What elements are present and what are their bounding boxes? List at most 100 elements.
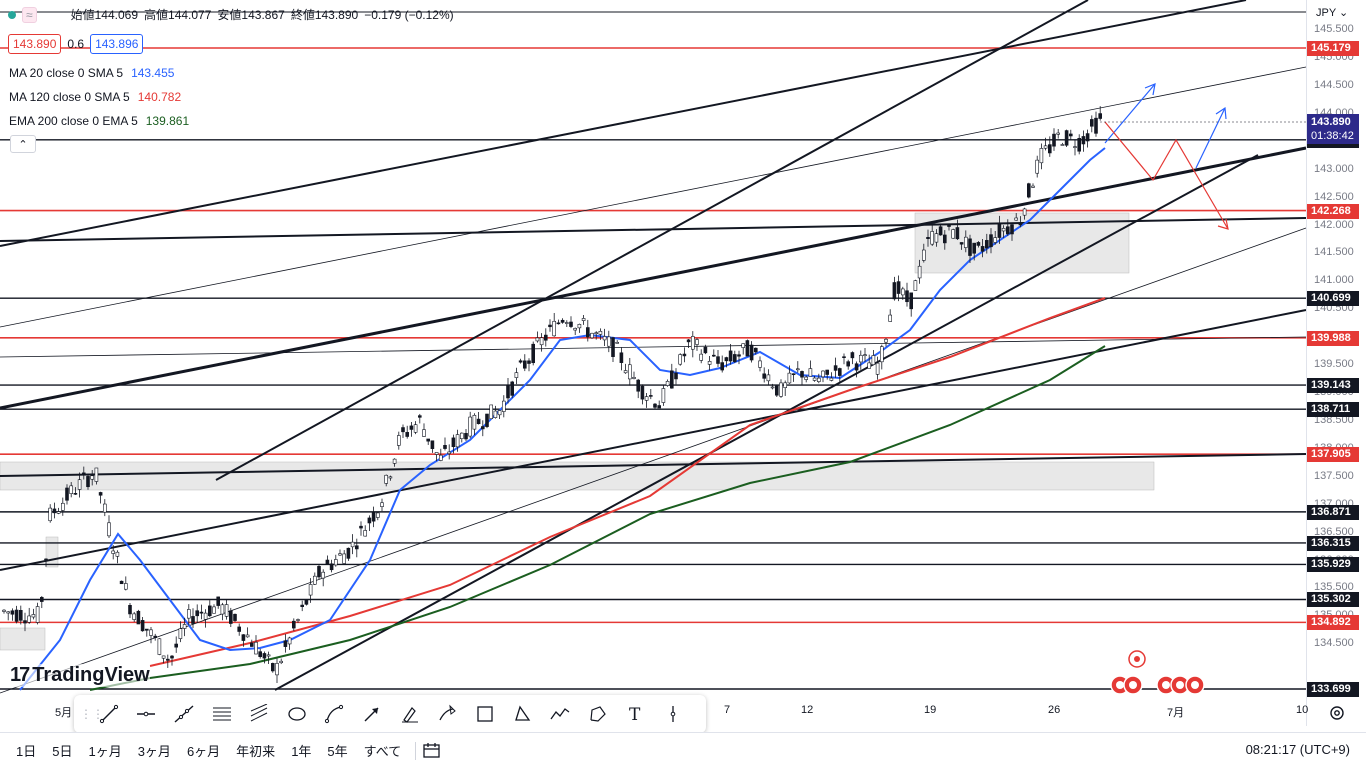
- candle-body: [1010, 224, 1014, 235]
- chevron-up-icon: ⌃: [18, 138, 28, 151]
- price-level-label: 136.871: [1307, 504, 1359, 520]
- candle-body: [879, 346, 884, 363]
- candle-body: [14, 609, 19, 622]
- candle-body: [581, 318, 586, 321]
- trend-line: [0, 336, 1307, 358]
- indicator-ma20[interactable]: MA 20 close 0 SMA 5 143.455: [9, 66, 175, 80]
- change-value: −0.179 (−0.12%): [364, 7, 454, 22]
- date-range-icon[interactable]: [422, 742, 442, 760]
- highlighter-icon[interactable]: [428, 699, 466, 729]
- candle-body: [422, 429, 426, 437]
- period-1m[interactable]: 1ヶ月: [88, 744, 122, 759]
- symbol-wave-icon[interactable]: ≈: [22, 6, 37, 23]
- candle-body: [405, 432, 410, 437]
- drag-handle-icon[interactable]: ⋮⋮: [80, 707, 104, 721]
- period-6m[interactable]: 6ヶ月: [186, 744, 221, 759]
- collapse-indicators-button[interactable]: ⌃: [10, 135, 36, 153]
- candle-body: [871, 355, 876, 365]
- candle-body: [468, 416, 473, 437]
- candle-body: [732, 354, 737, 362]
- price-level-label: 140.699: [1307, 291, 1359, 307]
- candle-body: [569, 321, 573, 327]
- zigzag-icon[interactable]: [541, 699, 579, 729]
- text-icon[interactable]: T: [616, 699, 654, 729]
- candle-body: [283, 640, 288, 647]
- price-tick: 145.500: [1314, 23, 1354, 36]
- candle-body: [963, 236, 968, 248]
- price-tick: 142.500: [1314, 190, 1354, 203]
- horizontal-ray-icon[interactable]: [128, 699, 166, 729]
- price-level-label: 133.699: [1307, 682, 1359, 697]
- candle-body: [1022, 208, 1027, 216]
- candle-body: [980, 246, 985, 252]
- period-1y[interactable]: 1年: [291, 744, 312, 759]
- price-level-label: 145.179: [1307, 41, 1359, 56]
- candle-body: [653, 403, 657, 408]
- extended-line-icon[interactable]: [165, 699, 203, 729]
- candle-body: [564, 322, 569, 324]
- candle-body: [60, 502, 65, 511]
- arrow-icon[interactable]: [353, 699, 391, 729]
- candle-body: [930, 231, 935, 245]
- candle-body: [539, 337, 544, 346]
- bottom-toolbar: 1日 5日 1ヶ月 3ヶ月 6ヶ月 年初来 1年 5年 すべて: [0, 732, 1366, 768]
- period-ytd[interactable]: 年初来: [236, 744, 276, 759]
- path-icon[interactable]: [316, 699, 354, 729]
- clock[interactable]: 08:21:17 (UTC+9): [1245, 742, 1350, 757]
- zone-box: [45, 536, 59, 568]
- candle-body: [905, 290, 909, 303]
- period-5y[interactable]: 5年: [327, 744, 348, 759]
- rectangle-icon[interactable]: [466, 699, 504, 729]
- candle-body: [342, 553, 347, 564]
- candle-body: [1027, 183, 1031, 198]
- candle-body: [909, 292, 914, 310]
- gear-icon[interactable]: [1328, 704, 1346, 722]
- ellipse-icon[interactable]: [278, 699, 316, 729]
- candle-body: [627, 364, 632, 380]
- candle-body: [86, 476, 90, 488]
- candle-body: [39, 597, 44, 602]
- quote-boxes: 143.890 0.6 143.896: [8, 34, 144, 54]
- trend-line: [0, 227, 1307, 694]
- pitchfork-icon[interactable]: [240, 699, 278, 729]
- parallel-channel-icon[interactable]: [203, 699, 241, 729]
- brush-icon[interactable]: [391, 699, 429, 729]
- drawing-toolbar: ⋮⋮ T: [74, 695, 706, 733]
- svg-text:T: T: [629, 705, 641, 724]
- candle-body: [842, 356, 846, 358]
- trend-line-icon[interactable]: [90, 699, 128, 729]
- candle-body: [1064, 130, 1069, 146]
- sell-button[interactable]: 143.890: [8, 34, 62, 54]
- triangle-icon[interactable]: [504, 699, 542, 729]
- candle-body: [531, 343, 536, 364]
- candle-body: [325, 559, 330, 565]
- candle-body: [695, 339, 699, 345]
- candle-body: [279, 660, 284, 664]
- candle-body: [900, 288, 905, 296]
- price-tick: 144.500: [1314, 78, 1354, 91]
- vertical-line-icon[interactable]: [654, 699, 692, 729]
- forecast-arrow-up: [1195, 107, 1226, 169]
- price-tick: 141.000: [1314, 274, 1354, 287]
- currency-select[interactable]: JPY ⌄: [1316, 7, 1349, 19]
- indicator-ema200[interactable]: EMA 200 close 0 EMA 5 139.861: [9, 114, 190, 128]
- period-5d[interactable]: 5日: [52, 744, 73, 759]
- buy-button[interactable]: 143.896: [90, 34, 144, 54]
- candle-body: [128, 605, 132, 615]
- candle-body: [1048, 144, 1052, 154]
- candle-body: [657, 405, 662, 409]
- tradingview-logo[interactable]: 17 TradingView: [10, 664, 150, 687]
- candle-body: [959, 242, 964, 245]
- polyline-icon[interactable]: [579, 699, 617, 729]
- time-label: 10: [1296, 704, 1309, 716]
- period-3m[interactable]: 3ヶ月: [137, 744, 171, 759]
- indicator-ma120[interactable]: MA 120 close 0 SMA 5 140.782: [9, 90, 182, 104]
- trend-line: [0, 217, 1307, 242]
- candle-body: [1052, 133, 1056, 147]
- candle-body: [359, 525, 363, 529]
- period-1d[interactable]: 1日: [16, 744, 37, 759]
- us-flag-icon: [1123, 675, 1143, 695]
- period-all[interactable]: すべて: [363, 744, 402, 759]
- open-value: 144.069: [94, 8, 138, 22]
